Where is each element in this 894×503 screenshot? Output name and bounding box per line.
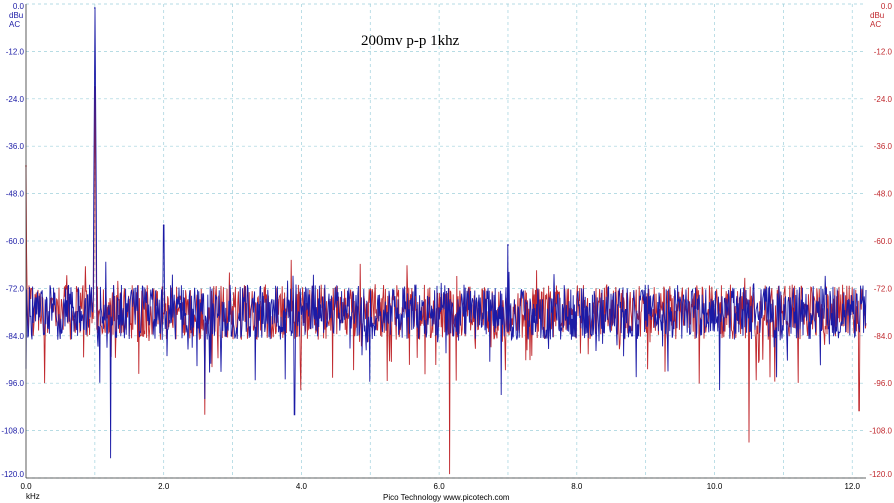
- y-tick-label-left: -72.0: [6, 284, 25, 293]
- right-y-axis: 0.0 -12.0 -24.0 -36.0 -48.0 -60.0 -72.0 -84.0 -9…: [869, 2, 892, 479]
- x-tick-label: 2.0: [158, 482, 170, 491]
- series-layer: [25, 7, 867, 475]
- y-tick-label-left: -120.0: [1, 470, 24, 479]
- footer-credit: Pico Technology www.picotech.com: [383, 493, 510, 502]
- left-y-axis: 0.0 -12.0 -24.0 -36.0 -48.0 -60.0 -72.0 -84.0 -9…: [1, 2, 24, 479]
- peak-point: [162, 224, 165, 226]
- y-tick-label-left: 0.0: [13, 2, 25, 11]
- left-unit-label: dBu: [9, 11, 23, 20]
- y-tick-label-left: -48.0: [6, 190, 25, 199]
- peak-point: [507, 244, 509, 246]
- y-tick-label-left: -108.0: [1, 427, 24, 436]
- y-tick-label-right: -84.0: [874, 332, 893, 341]
- y-tick-label-right: -72.0: [874, 284, 893, 293]
- right-coupling-label: AC: [870, 20, 881, 29]
- y-tick-label-right: -96.0: [874, 379, 893, 388]
- y-tick-label-left: -84.0: [6, 332, 25, 341]
- right-unit-label: dBu: [870, 11, 884, 20]
- y-tick-label-right: -60.0: [874, 237, 893, 246]
- y-tick-label-right: -48.0: [874, 190, 893, 199]
- x-tick-label: 6.0: [434, 482, 446, 491]
- x-tick-label: 0.0: [20, 482, 32, 491]
- x-tick-label: 4.0: [296, 482, 308, 491]
- y-tick-label-right: 0.0: [881, 2, 893, 11]
- y-tick-label-left: -96.0: [6, 379, 25, 388]
- x-tick-label: 12.0: [844, 482, 860, 491]
- y-tick-label-right: -120.0: [869, 470, 892, 479]
- chart-title: 200mv p-p 1khz: [361, 33, 460, 49]
- y-tick-label-left: -12.0: [6, 47, 25, 56]
- x-tick-label: 8.0: [571, 482, 583, 491]
- left-coupling-label: AC: [9, 20, 20, 29]
- y-tick-label-right: -12.0: [874, 47, 893, 56]
- y-tick-label-left: -60.0: [6, 237, 25, 246]
- x-tick-label: 10.0: [707, 482, 723, 491]
- x-axis-unit: kHz: [26, 492, 40, 501]
- y-tick-label-left: -36.0: [6, 142, 25, 151]
- x-axis: 0.0 2.0 4.0 6.0 8.0 10.0 12.0: [20, 482, 860, 491]
- series-line-blue: [25, 7, 867, 459]
- peak-point: [94, 7, 96, 9]
- y-tick-label-right: -24.0: [874, 95, 893, 104]
- y-tick-label-left: -24.0: [6, 95, 25, 104]
- y-tick-label-right: -36.0: [874, 142, 893, 151]
- y-tick-label-right: -108.0: [869, 427, 892, 436]
